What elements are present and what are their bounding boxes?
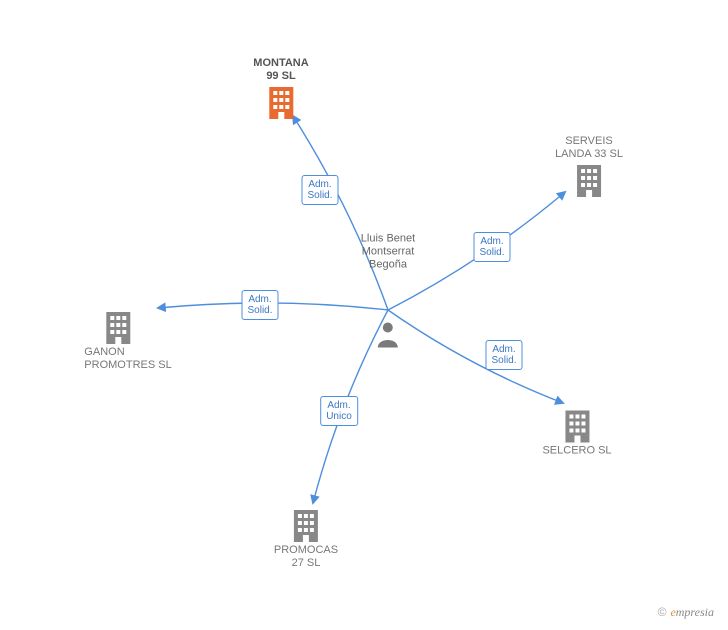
company-node-serveis[interactable]: SERVEIS LANDA 33 SL bbox=[555, 135, 623, 197]
edge-label: Adm. Solid. bbox=[473, 232, 510, 262]
company-label: SERVEIS LANDA 33 SL bbox=[555, 135, 623, 161]
building-icon bbox=[575, 163, 603, 197]
company-label: PROMOCAS 27 SL bbox=[274, 544, 338, 570]
copyright-symbol: © bbox=[658, 605, 667, 619]
building-icon bbox=[267, 85, 295, 119]
building-icon bbox=[563, 409, 591, 443]
brand-rest: mpresia bbox=[676, 605, 714, 619]
diagram-canvas: Lluis Benet Montserrat Begoña MONTANA 99… bbox=[0, 0, 728, 630]
company-node-selcero[interactable]: SELCERO SL bbox=[542, 407, 611, 458]
center-person-node[interactable]: Lluis Benet Montserrat Begoña bbox=[361, 253, 415, 348]
edge-label: Adm. Solid. bbox=[241, 290, 278, 320]
company-label: MONTANA 99 SL bbox=[253, 57, 308, 83]
watermark: ©empresia bbox=[658, 605, 714, 620]
person-icon bbox=[376, 320, 400, 348]
center-person-label: Lluis Benet Montserrat Begoña bbox=[361, 233, 415, 272]
company-node-promocas[interactable]: PROMOCAS 27 SL bbox=[274, 506, 338, 570]
edge-label: Adm. Solid. bbox=[485, 340, 522, 370]
building-icon bbox=[292, 508, 320, 542]
company-node-montana[interactable]: MONTANA 99 SL bbox=[253, 57, 308, 119]
edge-label: Adm. Solid. bbox=[301, 175, 338, 205]
company-node-ganon[interactable]: GANON PROMOTRES SL bbox=[84, 308, 171, 372]
edge-label: Adm. Unico bbox=[320, 396, 358, 426]
company-label: SELCERO SL bbox=[542, 445, 611, 458]
building-icon bbox=[104, 310, 132, 344]
company-label: GANON PROMOTRES SL bbox=[84, 346, 171, 372]
